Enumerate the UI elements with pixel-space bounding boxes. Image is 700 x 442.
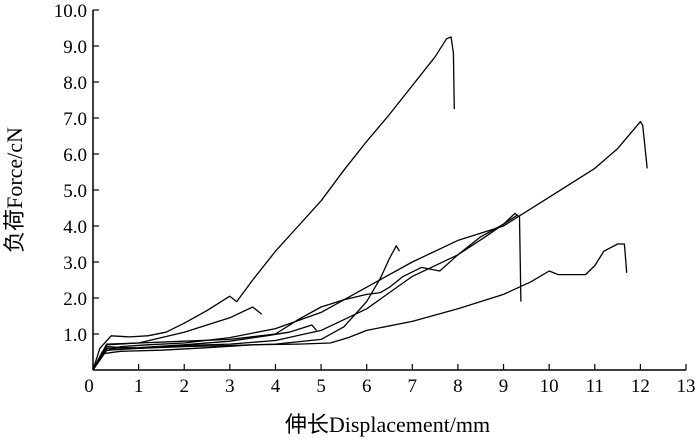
x-tick-label: 5 xyxy=(316,376,326,397)
series-line-1 xyxy=(92,36,455,371)
x-tick-label: 10 xyxy=(540,376,559,397)
y-tick-label: 1.0 xyxy=(63,325,87,346)
y-axis-title: 负荷Force/cN xyxy=(2,127,27,253)
y-tick-label: 5.0 xyxy=(63,181,87,202)
series-line-7 xyxy=(92,245,401,371)
x-tick-label: 13 xyxy=(677,376,696,397)
y-tick-label: 10.0 xyxy=(54,1,87,22)
x-tick-label: 8 xyxy=(453,376,463,397)
series-line-3 xyxy=(92,243,628,371)
y-tick-label: 7.0 xyxy=(63,109,87,130)
series-line-6 xyxy=(92,306,263,371)
x-tick-label: 0 xyxy=(84,376,94,397)
y-tick-label: 4.0 xyxy=(63,217,87,238)
axes xyxy=(92,10,686,371)
y-tick-label: 6.0 xyxy=(63,145,87,166)
x-tick-label: 11 xyxy=(586,376,604,397)
plot-lines xyxy=(92,36,648,371)
y-tick-label: 3.0 xyxy=(63,253,87,274)
series-line-8 xyxy=(92,324,317,371)
y-tick-label: 9.0 xyxy=(63,37,87,58)
x-axis-title: 伸长Displacement/mm xyxy=(285,412,490,437)
x-tick-label: 1 xyxy=(134,376,144,397)
x-tick-label: 4 xyxy=(271,376,281,397)
y-tick-label: 8.0 xyxy=(63,73,87,94)
x-tick-label: 12 xyxy=(631,376,650,397)
x-tick-label: 6 xyxy=(362,376,372,397)
x-ticks: 0 1 2 3 4 5 6 7 8 9 10 11 12 13 xyxy=(84,364,696,397)
y-tick-label: 2.0 xyxy=(63,289,87,310)
x-tick-label: 3 xyxy=(225,376,235,397)
series-line-5 xyxy=(92,214,518,371)
x-tick-label: 7 xyxy=(408,376,418,397)
y-ticks: 1.0 2.0 3.0 4.0 5.0 6.0 7.0 8.0 9.0 10.0 xyxy=(54,1,99,346)
x-tick-label: 2 xyxy=(179,376,189,397)
series-line-2 xyxy=(92,120,648,371)
x-tick-label: 9 xyxy=(499,376,509,397)
